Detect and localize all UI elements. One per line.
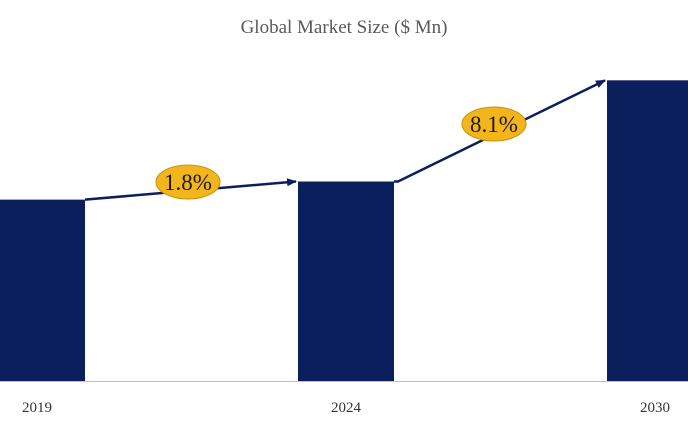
cagr-badge: 8.1%	[461, 106, 527, 142]
bar-2030	[607, 80, 688, 382]
x-tick-label: 2030	[640, 400, 670, 416]
growth-arrow	[394, 79, 606, 183]
chart-title: Global Market Size ($ Mn)	[240, 17, 448, 38]
bar-2024	[298, 181, 394, 381]
cagr-badge: 1.8%	[155, 164, 221, 200]
cagr-label: 1.8%	[164, 170, 212, 195]
x-tick-label: 2024	[331, 400, 362, 416]
bar-2019	[0, 199, 85, 381]
cagr-label: 8.1%	[470, 112, 518, 137]
x-tick-label: 2019	[22, 400, 52, 416]
